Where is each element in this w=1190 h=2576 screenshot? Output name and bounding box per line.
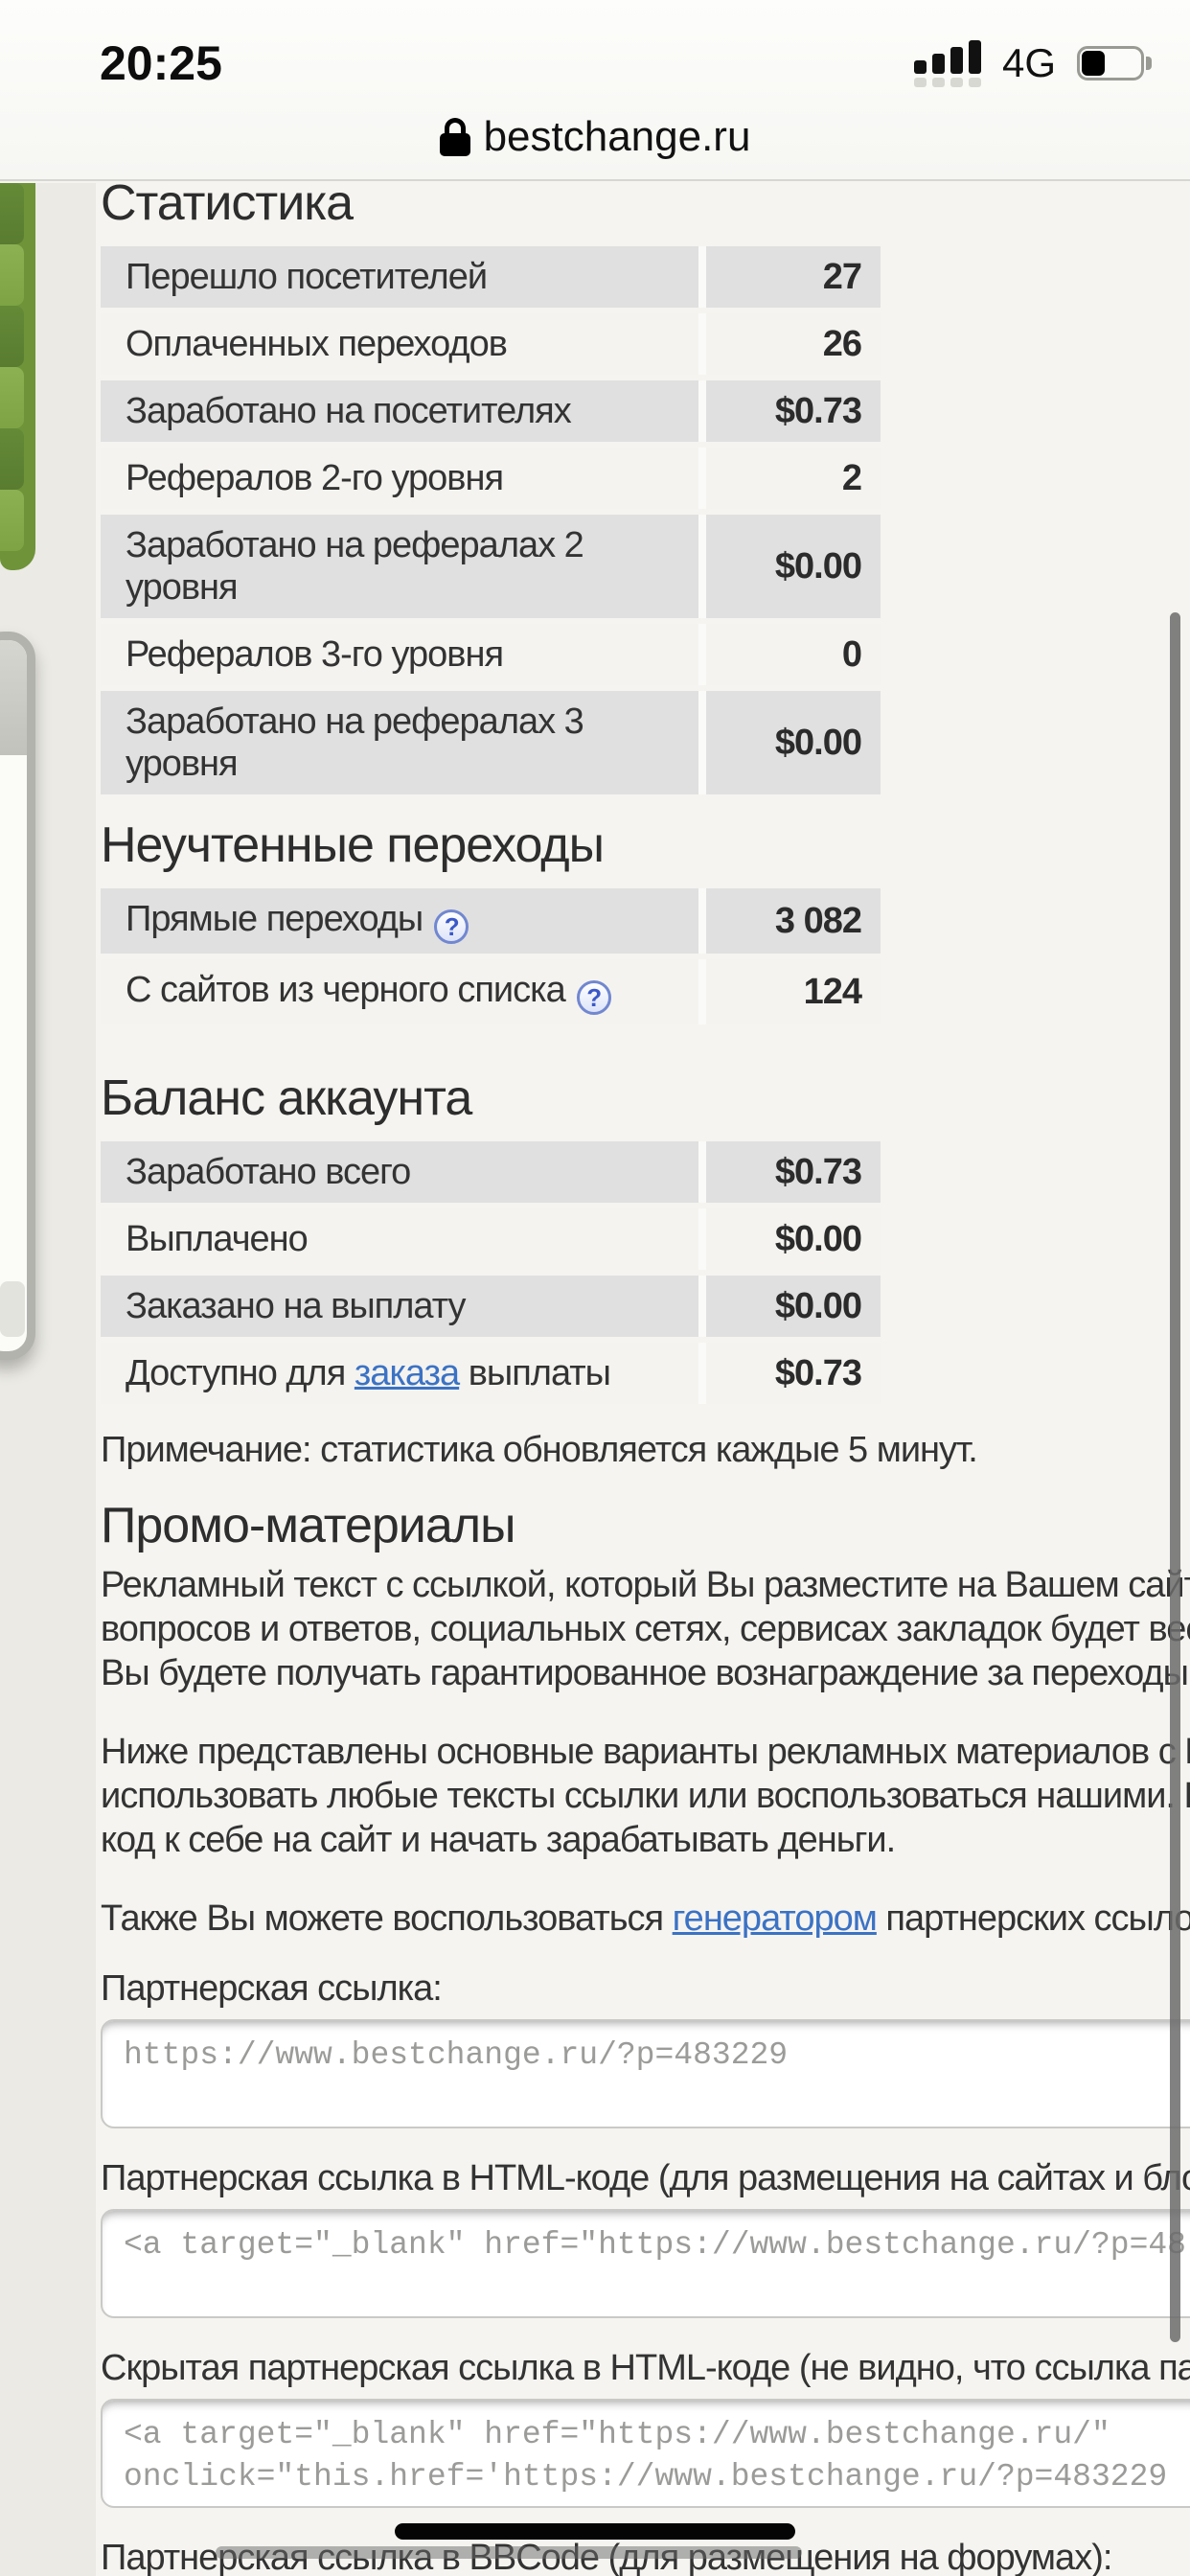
section-title-unaccounted: Неучтенные переходы [101, 817, 605, 873]
row-value: $0.73 [698, 380, 881, 442]
row-label: Выплачено [101, 1208, 698, 1270]
row-value: 26 [698, 313, 881, 375]
row-value: $0.00 [698, 515, 881, 618]
table-row: Рефералов 3-го уровня 0 [101, 624, 881, 685]
lock-icon [439, 118, 470, 156]
row-value: $0.00 [698, 691, 881, 794]
row-value: 2 [698, 448, 881, 509]
row-label: Заработано на рефералах 2 уровня [101, 515, 698, 618]
partner-html-label: Партнерская ссылка в HTML-коде (для разм… [101, 2158, 1190, 2198]
side-panel-header-fragment [0, 640, 27, 755]
side-panel-chip-fragment [0, 1281, 25, 1337]
section-title-statistics: Статистика [101, 183, 354, 231]
row-label: Заработано всего [101, 1141, 698, 1203]
partner-link-label: Партнерская ссылка: [101, 1968, 443, 2009]
help-icon[interactable]: ? [576, 980, 611, 1015]
generator-line: Также Вы можете воспользоваться генерато… [101, 1898, 1190, 1939]
clock: 20:25 [100, 36, 222, 90]
row-label: Заработано на посетителях [101, 380, 698, 442]
table-row: Заказано на выплату $0.00 [101, 1276, 881, 1337]
partner-html-textarea[interactable]: <a target="_blank" href="https://www.bes… [101, 2209, 1190, 2318]
statistics-table: Перешло посетителей 27 Оплаченных перехо… [101, 241, 881, 800]
row-label: Рефералов 2-го уровня [101, 448, 698, 509]
stats-refresh-note: Примечание: статистика обновляется кажды… [101, 1430, 978, 1470]
row-label: Оплаченных переходов [101, 313, 698, 375]
partner-hidden-html-textarea[interactable]: <a target="_blank" href="https://www.bes… [101, 2399, 1190, 2508]
row-label: Заказано на выплату [101, 1276, 698, 1337]
row-value: 27 [698, 246, 881, 308]
table-row: Заработано на посетителях $0.73 [101, 380, 881, 442]
nav-item-fragment[interactable] [0, 183, 24, 244]
unaccounted-table: Прямые переходы? 3 082 С сайтов из черно… [101, 883, 881, 1030]
table-row: Выплачено $0.00 [101, 1208, 881, 1270]
section-title-promo: Промо-материалы [101, 1498, 515, 1553]
affiliate-stats-content: Статистика Перешло посетителей 27 Оплаче… [101, 183, 1190, 2576]
table-row: Доступно для заказа выплаты $0.73 [101, 1343, 881, 1404]
nav-item-fragment[interactable] [0, 244, 24, 306]
table-row: Перешло посетителей 27 [101, 246, 881, 308]
order-payout-link[interactable]: заказа [354, 1353, 460, 1393]
signal-bars [913, 39, 981, 74]
page-left-margin [0, 183, 96, 2576]
network-type-label: 4G [1001, 40, 1056, 85]
section-title-balance: Баланс аккаунта [101, 1070, 472, 1126]
table-row: Заработано на рефералах 3 уровня $0.00 [101, 691, 881, 794]
left-nav-fragment[interactable] [0, 183, 35, 570]
web-page-viewport: Статистика Перешло посетителей 27 Оплаче… [0, 183, 1190, 2576]
nav-item-fragment[interactable] [0, 428, 24, 490]
nav-item-fragment[interactable] [0, 306, 24, 367]
url-bar[interactable]: bestchange.ru [0, 104, 1190, 171]
partner-link-textarea[interactable]: https://www.bestchange.ru/?p=483229 [101, 2019, 1190, 2128]
url-domain[interactable]: bestchange.ru [483, 113, 751, 160]
promo-paragraph-2: Ниже представлены основные варианты рекл… [101, 1732, 1190, 1860]
nav-item-fragment[interactable] [0, 490, 24, 551]
generator-link[interactable]: генератором [672, 1898, 878, 1939]
row-value: 3 082 [698, 888, 881, 954]
signal-bar-stubs [913, 77, 981, 87]
row-value: $0.00 [698, 1208, 881, 1270]
table-row: Рефералов 2-го уровня 2 [101, 448, 881, 509]
status-icons: 4G [913, 39, 1152, 87]
row-label: Прямые переходы? [101, 888, 698, 954]
row-value: 0 [698, 624, 881, 685]
balance-table: Заработано всего $0.73 Выплачено $0.00 З… [101, 1136, 881, 1410]
row-label: Заработано на рефералах 3 уровня [101, 691, 698, 794]
status-bar: 20:25 4G [0, 33, 1190, 94]
table-row: Оплаченных переходов 26 [101, 313, 881, 375]
row-label: С сайтов из черного списка? [101, 959, 698, 1024]
row-value: $0.73 [698, 1343, 881, 1404]
cellular-signal-icon [913, 39, 981, 87]
partner-hidden-html-label: Скрытая партнерская ссылка в HTML-коде (… [101, 2348, 1190, 2388]
table-row: С сайтов из черного списка? 124 [101, 959, 881, 1024]
row-value: $0.73 [698, 1141, 881, 1203]
row-value: $0.00 [698, 1276, 881, 1337]
row-value: 124 [698, 959, 881, 1024]
side-panel-fragment [0, 632, 35, 1360]
page-scrollbar[interactable] [1170, 612, 1180, 2342]
row-label: Рефералов 3-го уровня [101, 624, 698, 685]
battery-icon [1077, 46, 1152, 80]
nav-item-fragment[interactable] [0, 367, 24, 428]
help-icon[interactable]: ? [434, 909, 469, 944]
row-label: Перешло посетителей [101, 246, 698, 308]
table-row: Заработано всего $0.73 [101, 1141, 881, 1203]
row-label: Доступно для заказа выплаты [101, 1343, 698, 1404]
table-row: Прямые переходы? 3 082 [101, 888, 881, 954]
safari-chrome: 20:25 4G bestchange.ru [0, 0, 1190, 181]
promo-paragraph-1: Рекламный текст с ссылкой, который Вы ра… [101, 1565, 1190, 1693]
home-indicator[interactable] [395, 2523, 795, 2540]
table-row: Заработано на рефералах 2 уровня $0.00 [101, 515, 881, 618]
home-indicator-shadow [216, 2546, 802, 2559]
